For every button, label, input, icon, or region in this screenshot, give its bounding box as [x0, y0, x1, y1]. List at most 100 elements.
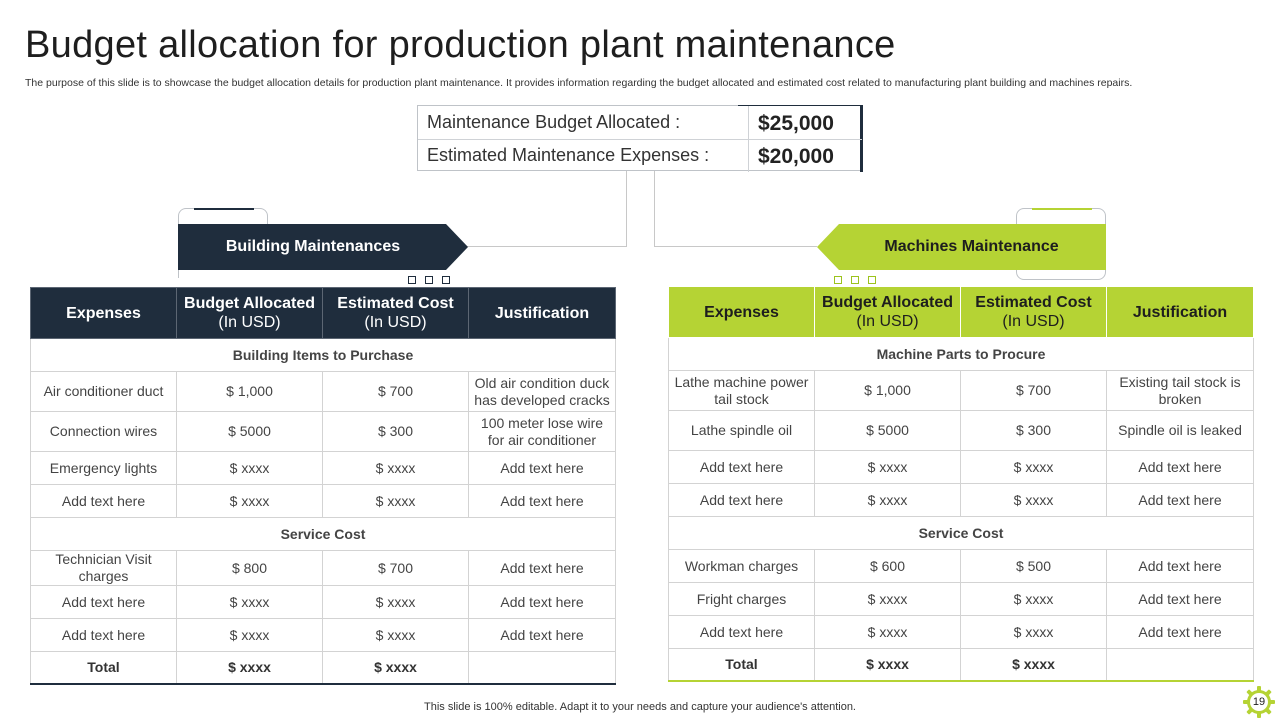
table-header-row: Expenses Budget Allocated (In USD) Estima…	[30, 287, 616, 339]
budget-allocated-value: $25,000	[748, 106, 863, 139]
summary-accent-line	[738, 105, 863, 106]
cell-expense: Lathe machine power tail stock	[668, 370, 815, 411]
cell-justification: Existing tail stock is broken	[1106, 370, 1254, 411]
cell-budget: $ xxxx	[176, 618, 323, 652]
cell-expense: Lathe spindle oil	[668, 410, 815, 451]
cell-budget: $ xxxx	[814, 582, 961, 616]
header-expenses: Expenses	[668, 286, 815, 338]
cell-estimated: $ 300	[322, 411, 469, 452]
header-estimated-cost: Estimated Cost (In USD)	[960, 286, 1107, 338]
building-tab-accent	[194, 208, 254, 210]
cell-budget: $ xxxx	[176, 451, 323, 485]
cell-estimated: $ 700	[960, 370, 1107, 411]
header-estimated-unit: (In USD)	[364, 314, 427, 331]
connector-left-horizontal	[466, 246, 627, 247]
summary-accent-bar	[860, 105, 863, 172]
cell-estimated: $ xxxx	[322, 451, 469, 485]
table-row: Lathe machine power tail stock $ 1,000 $ 7…	[668, 370, 1254, 411]
table-row: Workman charges $ 600 $ 500 Add text here	[668, 549, 1254, 583]
header-justification: Justification	[468, 287, 616, 339]
cell-total-estimated: $ xxxx	[322, 651, 469, 684]
cell-budget: $ xxxx	[176, 484, 323, 518]
cell-estimated: $ xxxx	[322, 618, 469, 652]
cell-budget: $ 5000	[176, 411, 323, 452]
cell-justification: Add text here	[468, 451, 616, 485]
cell-budget: $ 5000	[814, 410, 961, 451]
cell-expense: Add text here	[30, 618, 177, 652]
table-row: Emergency lights $ xxxx $ xxxx Add text her…	[30, 451, 616, 485]
machines-maintenance-banner: Machines Maintenance	[817, 224, 1106, 270]
header-budget-allocated: Budget Allocated (In USD)	[176, 287, 323, 339]
cell-total-budget: $ xxxx	[814, 648, 961, 681]
cell-expense: Connection wires	[30, 411, 177, 452]
cell-justification: Add text here	[468, 550, 616, 586]
table-row: Add text here $ xxxx $ xxxx Add text here	[30, 618, 616, 652]
building-maintenance-table: Expenses Budget Allocated (In USD) Estima…	[30, 287, 616, 685]
cell-budget: $ xxxx	[814, 483, 961, 517]
page-number: 19	[1252, 696, 1266, 708]
section-row: Machine Parts to Procure	[668, 337, 1254, 371]
cell-budget: $ xxxx	[814, 615, 961, 649]
cell-budget: $ 800	[176, 550, 323, 586]
page-title: Budget allocation for production plant m…	[25, 24, 896, 66]
cell-budget: $ xxxx	[176, 585, 323, 619]
section-building-items: Building Items to Purchase	[30, 338, 616, 372]
table-row: Add text here $ xxxx $ xxxx Add text here	[30, 585, 616, 619]
cell-estimated: $ xxxx	[960, 582, 1107, 616]
connector-left-vertical	[626, 171, 627, 246]
header-budget-label: Budget Allocated	[184, 295, 315, 312]
dot	[868, 276, 876, 284]
cell-justification: Add text here	[1106, 615, 1254, 649]
machines-dots	[834, 276, 876, 284]
section-service-cost: Service Cost	[30, 517, 616, 551]
cell-expense: Add text here	[30, 585, 177, 619]
dot	[851, 276, 859, 284]
cell-justification: Add text here	[1106, 582, 1254, 616]
table-row: Add text here $ xxxx $ xxxx Add text here	[668, 615, 1254, 649]
cell-justification: Add text here	[468, 585, 616, 619]
header-estimated-unit: (In USD)	[1002, 313, 1065, 330]
header-budget-unit: (In USD)	[856, 313, 919, 330]
cell-budget: $ 1,000	[176, 371, 323, 412]
cell-justification: Add text here	[1106, 450, 1254, 484]
cell-estimated: $ xxxx	[960, 615, 1107, 649]
cell-budget: $ xxxx	[814, 450, 961, 484]
budget-allocated-row: Maintenance Budget Allocated : $25,000	[418, 106, 862, 140]
header-budget-allocated: Budget Allocated (In USD)	[814, 286, 961, 338]
cell-estimated: $ 700	[322, 371, 469, 412]
cell-expense: Fright charges	[668, 582, 815, 616]
cell-estimated: $ xxxx	[960, 450, 1107, 484]
header-budget-label: Budget Allocated	[822, 294, 953, 311]
cell-justification: Old air condition duck has developed cra…	[468, 371, 616, 412]
cell-estimated: $ 300	[960, 410, 1107, 451]
cell-justification: Add text here	[1106, 483, 1254, 517]
building-dots	[408, 276, 450, 284]
header-estimated-cost: Estimated Cost (In USD)	[322, 287, 469, 339]
section-machine-parts: Machine Parts to Procure	[668, 337, 1254, 371]
table-row: Add text here $ xxxx $ xxxx Add text here	[668, 483, 1254, 517]
cell-total-justification	[1106, 648, 1254, 681]
cell-total-justification	[468, 651, 616, 684]
page-number-badge: 19	[1243, 686, 1275, 718]
estimated-expenses-row: Estimated Maintenance Expenses : $20,000	[418, 139, 862, 172]
building-maintenance-banner: Building Maintenances	[178, 224, 468, 270]
cell-estimated: $ 500	[960, 549, 1107, 583]
cell-estimated: $ xxxx	[322, 585, 469, 619]
estimated-expenses-label: Estimated Maintenance Expenses :	[427, 145, 710, 165]
table-row: Fright charges $ xxxx $ xxxx Add text here	[668, 582, 1254, 616]
cell-total-estimated: $ xxxx	[960, 648, 1107, 681]
cell-expense: Technician Visit charges	[30, 550, 177, 586]
table-row: Air conditioner duct $ 1,000 $ 700 Old air …	[30, 371, 616, 412]
dot	[425, 276, 433, 284]
table-row: Add text here $ xxxx $ xxxx Add text here	[30, 484, 616, 518]
header-justification: Justification	[1106, 286, 1254, 338]
cell-total-budget: $ xxxx	[176, 651, 323, 684]
cell-justification: Add text here	[1106, 549, 1254, 583]
footer-note: This slide is 100% editable. Adapt it to…	[424, 701, 856, 713]
total-row: Total $ xxxx $ xxxx	[30, 651, 616, 684]
header-expenses: Expenses	[30, 287, 177, 339]
cell-justification: Add text here	[468, 484, 616, 518]
cell-justification: 100 meter lose wire for air conditioner	[468, 411, 616, 452]
cell-estimated: $ xxxx	[322, 484, 469, 518]
cell-expense: Emergency lights	[30, 451, 177, 485]
